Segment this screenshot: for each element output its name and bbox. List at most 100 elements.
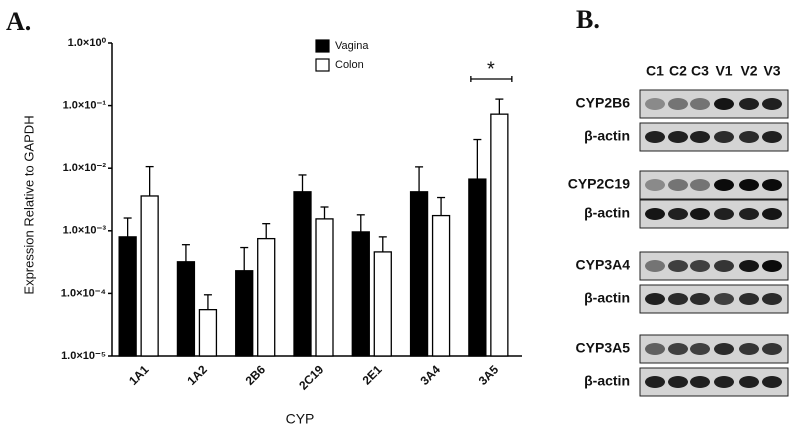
blot-band — [762, 343, 782, 355]
x-tick-label: 3A5 — [476, 362, 502, 388]
blot-band — [690, 293, 710, 305]
blot-band — [714, 260, 734, 272]
blot-band — [645, 179, 665, 191]
blot-band — [739, 293, 759, 305]
blot-band — [739, 260, 759, 272]
row-label: CYP3A5 — [576, 340, 631, 356]
blot-band — [714, 293, 734, 305]
blot-band — [645, 260, 665, 272]
bar — [235, 270, 254, 357]
blot-band — [714, 376, 734, 388]
blot-band — [762, 208, 782, 220]
blot-band — [645, 208, 665, 220]
blot-band — [762, 98, 782, 110]
bar — [351, 231, 370, 357]
blot-band — [645, 293, 665, 305]
bar — [118, 236, 137, 357]
panel-label: B. — [576, 5, 600, 34]
bar — [490, 113, 509, 357]
blot-band — [668, 98, 688, 110]
x-tick-label: 2E1 — [360, 362, 385, 387]
lane-label: V3 — [763, 63, 780, 79]
blot-band — [645, 131, 665, 143]
annotation: * — [487, 58, 495, 80]
x-tick-label: 2C19 — [296, 362, 326, 392]
blot-band — [739, 208, 759, 220]
row-label: β-actin — [584, 290, 630, 306]
x-axis-label: CYP — [286, 411, 315, 427]
row-label: CYP3A4 — [576, 257, 631, 273]
bar — [176, 261, 196, 357]
blot-band — [645, 98, 665, 110]
blot-band — [690, 343, 710, 355]
y-tick-label: 1.0×10⁻¹ — [63, 100, 107, 112]
blot-band — [668, 131, 688, 143]
significance-bracket — [470, 76, 513, 82]
row-label: CYP2B6 — [576, 95, 631, 111]
y-axis-label: Expression Relative to GAPDH — [21, 115, 36, 294]
blot-band — [739, 179, 759, 191]
bar — [198, 309, 218, 357]
x-tick-label: 1A2 — [184, 362, 210, 388]
blot-band — [762, 376, 782, 388]
bar — [257, 237, 276, 357]
lane-label: C3 — [691, 63, 709, 79]
y-tick-label: 1.0×10⁻⁵ — [61, 350, 106, 362]
blot-band — [690, 260, 710, 272]
blot-band — [739, 98, 759, 110]
blot-band — [739, 376, 759, 388]
lane-label: C1 — [646, 63, 664, 79]
blot-band — [714, 98, 734, 110]
blot-band — [668, 260, 688, 272]
y-tick-label: 1.0×10⁻⁴ — [61, 287, 106, 299]
blot-band — [762, 131, 782, 143]
row-label: β-actin — [584, 373, 630, 389]
bar — [315, 218, 334, 357]
blot-band — [690, 131, 710, 143]
row-label: β-actin — [584, 128, 630, 144]
bar — [373, 251, 392, 357]
panel-label: A. — [6, 7, 31, 36]
bar — [140, 195, 159, 357]
legend-swatch — [315, 58, 330, 72]
blot-band — [690, 98, 710, 110]
blot-band — [645, 343, 665, 355]
x-tick-label: 1A1 — [126, 362, 152, 388]
blot-band — [645, 376, 665, 388]
blot-band — [690, 179, 710, 191]
blot-band — [690, 208, 710, 220]
blot-band — [762, 179, 782, 191]
blot-band — [668, 179, 688, 191]
row-label: CYP2C19 — [568, 176, 630, 192]
bar — [409, 191, 429, 357]
legend-label: Vagina — [335, 40, 369, 52]
bar — [293, 191, 312, 357]
blot-band — [762, 260, 782, 272]
bar — [431, 214, 451, 357]
y-tick-label: 1.0×10⁻³ — [63, 225, 107, 237]
lane-label: V1 — [715, 63, 732, 79]
blot-band — [739, 343, 759, 355]
blot-band — [762, 293, 782, 305]
x-tick-label: 2B6 — [243, 362, 269, 388]
blot-band — [668, 376, 688, 388]
legend-label: Colon — [335, 59, 364, 71]
blot-band — [714, 131, 734, 143]
blot-band — [714, 179, 734, 191]
blot-band — [739, 131, 759, 143]
blot-band — [668, 208, 688, 220]
blot-band — [668, 343, 688, 355]
y-tick-label: 1.0×10⁻² — [63, 162, 107, 174]
blot-band — [668, 293, 688, 305]
blot-band — [714, 343, 734, 355]
blot-band — [714, 208, 734, 220]
lane-label: V2 — [740, 63, 757, 79]
x-tick-label: 3A4 — [417, 362, 443, 388]
row-label: β-actin — [584, 205, 630, 221]
bar — [468, 178, 487, 357]
lane-label: C2 — [669, 63, 687, 79]
y-tick-label: 1.0×10⁰ — [68, 37, 107, 49]
legend-swatch — [315, 39, 330, 53]
blot-band — [690, 376, 710, 388]
